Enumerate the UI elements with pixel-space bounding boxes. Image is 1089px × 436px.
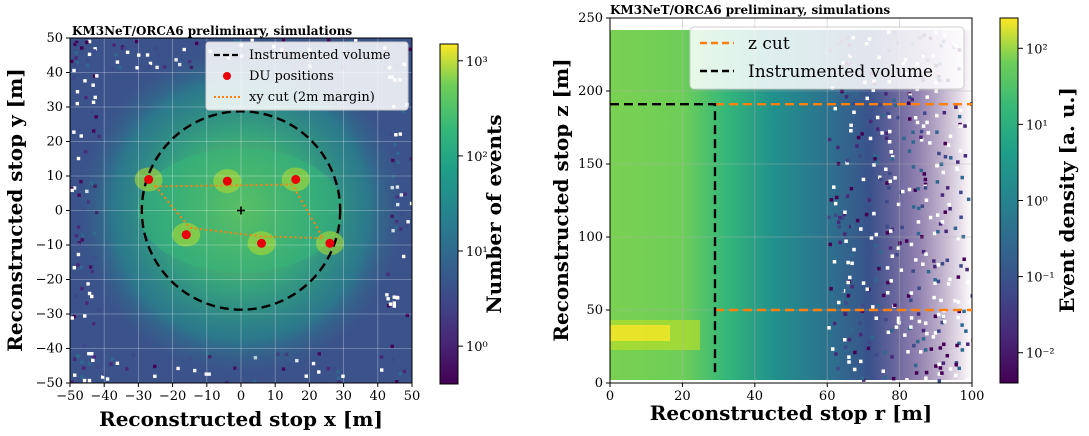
legend-label-du-positions: DU positions xyxy=(249,69,334,84)
y-tick-label: 250 xyxy=(578,11,603,26)
y-tick-label: 50 xyxy=(46,31,63,46)
center-marker xyxy=(237,206,245,215)
right-colorbar-gradient xyxy=(999,17,1019,384)
legend-label-instrumented-volume: Instrumented volume xyxy=(249,48,391,63)
x-tick-label: −40 xyxy=(90,389,117,404)
du-position-point xyxy=(325,238,335,248)
instrumented-volume-outline xyxy=(610,102,717,376)
du-position-point xyxy=(222,176,232,186)
xy-cut-polygon xyxy=(153,183,325,240)
x-tick-label: −10 xyxy=(193,389,220,404)
x-tick-label: 60 xyxy=(819,389,836,404)
colorbar-tick-label: 10¹ xyxy=(1026,118,1048,133)
x-tick-label: −50 xyxy=(56,389,83,404)
x-tick-label: 20 xyxy=(674,389,691,404)
x-tick-label: 50 xyxy=(404,389,421,404)
right-x-axis-label: Reconstructed stop r [m] xyxy=(650,401,932,425)
right-legend: z cut Instrumented volume xyxy=(689,26,965,90)
y-tick-label: 20 xyxy=(46,135,63,150)
right-y-ticks: 0 50 100 150 200 250 xyxy=(578,11,610,391)
colorbar-tick-label: 10² xyxy=(466,150,488,165)
right-y-axis-label: Reconstructed stop z [m] xyxy=(549,58,573,341)
y-tick-label: 200 xyxy=(578,84,603,99)
y-tick-label: 50 xyxy=(586,303,603,318)
y-tick-label: −20 xyxy=(36,273,63,288)
left-legend: Instrumented volume DU positions xy cut … xyxy=(205,41,409,111)
right-density-peak xyxy=(610,325,670,341)
right-chart: KM3NeT/ORCA6 preliminary, simulations 0 2… xyxy=(549,3,1079,425)
y-tick-label: 0 xyxy=(55,204,63,219)
colorbar-tick-label: 10¹ xyxy=(466,245,488,260)
du-position-point xyxy=(291,174,301,184)
legend-label-instrumented-volume-right: Instrumented volume xyxy=(748,62,933,82)
x-tick-label: 100 xyxy=(960,389,985,404)
y-tick-label: −40 xyxy=(36,342,63,357)
right-x-ticks: 0 20 40 60 80 100 xyxy=(606,383,985,404)
left-colorbar-gradient xyxy=(439,43,459,385)
left-colorbar-label: Number of events xyxy=(482,114,506,313)
du-position-point xyxy=(181,230,191,240)
colorbar-tick-label: 10⁻² xyxy=(1026,347,1055,362)
y-tick-label: 0 xyxy=(595,376,603,391)
colorbar-tick-label: 10⁻¹ xyxy=(1026,271,1055,286)
legend-label-z-cut: z cut xyxy=(748,34,790,54)
du-positions xyxy=(144,174,335,248)
du-position-point xyxy=(257,238,267,248)
legend-swatch-du-positions xyxy=(223,72,231,80)
y-tick-label: −30 xyxy=(36,307,63,322)
right-colorbar-ticks: 10⁻² 10⁻¹ 10⁰ 10¹ 10² xyxy=(1018,42,1055,362)
x-tick-label: 0 xyxy=(606,389,614,404)
right-legend-box xyxy=(689,26,965,90)
instrumented-volume-circle xyxy=(140,110,342,311)
colorbar-tick-label: 10³ xyxy=(466,55,488,70)
x-tick-label: 40 xyxy=(370,389,387,404)
colorbar-tick-label: 10⁰ xyxy=(1026,195,1048,210)
right-chart-title: KM3NeT/ORCA6 preliminary, simulations xyxy=(610,3,890,17)
x-tick-label: 30 xyxy=(335,389,352,404)
colorbar-tick-label: 10² xyxy=(1026,42,1048,57)
x-tick-label: 40 xyxy=(747,389,764,404)
y-tick-label: 10 xyxy=(46,169,63,184)
x-tick-label: 0 xyxy=(237,389,245,404)
y-tick-label: 40 xyxy=(46,66,63,81)
y-tick-label: −10 xyxy=(36,238,63,253)
y-tick-label: −50 xyxy=(36,376,63,391)
left-x-axis-label: Reconstructed stop x [m] xyxy=(99,407,383,431)
y-tick-label: 100 xyxy=(578,230,603,245)
z-cut-lines xyxy=(714,102,972,312)
du-position-point xyxy=(144,174,154,184)
x-tick-label: 10 xyxy=(267,389,284,404)
left-chart: KM3NeT/ORCA6 preliminary, simulations −5… xyxy=(3,24,506,431)
colorbar-tick-label: 10⁰ xyxy=(466,340,488,355)
x-tick-label: 80 xyxy=(891,389,908,404)
left-y-axis-label: Reconstructed stop y [m] xyxy=(3,68,27,352)
right-plot-frame xyxy=(609,17,973,384)
right-colorbar-label: Event density [a. u.] xyxy=(1055,87,1079,313)
left-chart-title: KM3NeT/ORCA6 preliminary, simulations xyxy=(72,24,352,38)
x-tick-label: −20 xyxy=(159,389,186,404)
y-tick-label: 150 xyxy=(578,157,603,172)
x-tick-label: 20 xyxy=(301,389,318,404)
x-tick-label: −30 xyxy=(125,389,152,404)
y-tick-label: 30 xyxy=(46,100,63,115)
left-legend-box xyxy=(205,41,409,111)
left-x-ticks: −50 −40 −30 −20 −10 0 10 20 30 40 50 xyxy=(56,383,420,404)
right-colorbar: 10⁻² 10⁻¹ 10⁰ 10¹ 10² Event density [a. u.] xyxy=(999,17,1079,384)
legend-label-xy-cut: xy cut (2m margin) xyxy=(249,90,375,105)
left-colorbar: 10⁰ 10¹ 10² 10³ Number of events xyxy=(439,43,506,385)
left-y-ticks: −50 −40 −30 −20 −10 0 10 20 30 40 50 xyxy=(36,31,70,391)
left-colorbar-ticks: 10⁰ 10¹ 10² 10³ xyxy=(458,55,488,355)
